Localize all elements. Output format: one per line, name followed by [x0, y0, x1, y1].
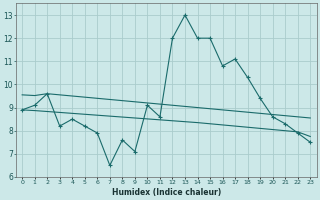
- X-axis label: Humidex (Indice chaleur): Humidex (Indice chaleur): [112, 188, 221, 197]
